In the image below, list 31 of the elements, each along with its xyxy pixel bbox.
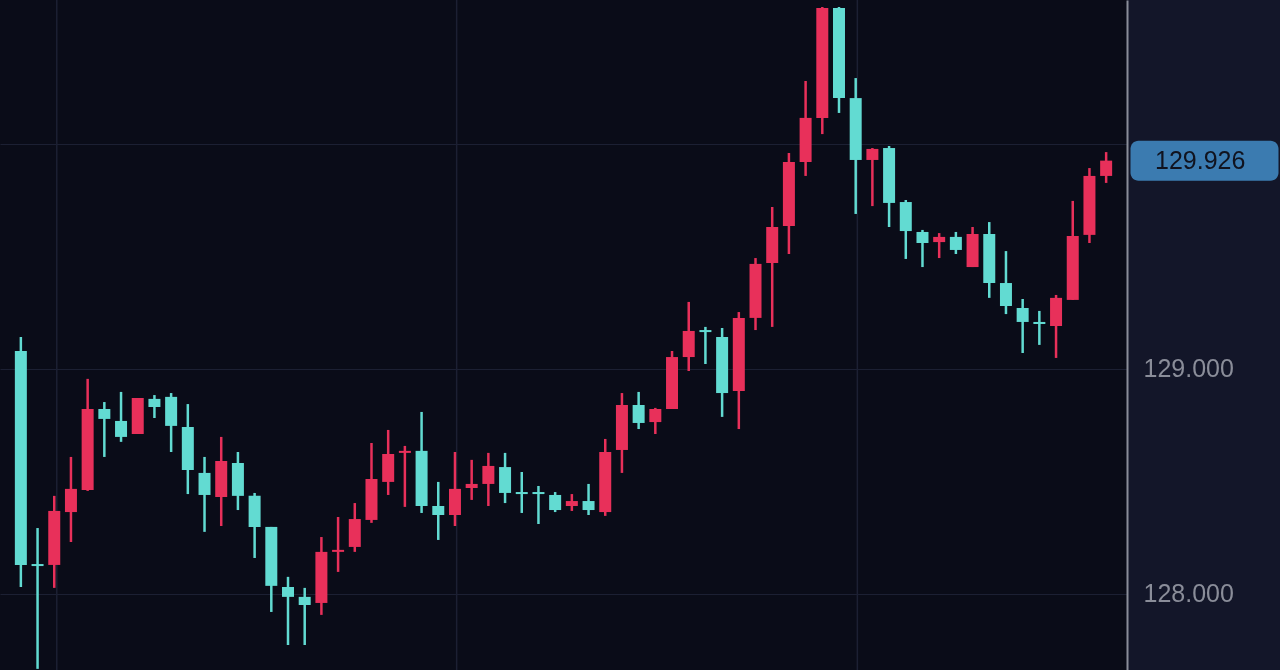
candlestick [1016, 297, 1029, 355]
candlestick [482, 451, 495, 508]
candlestick [465, 458, 478, 502]
candlestick [31, 526, 44, 670]
candlestick [549, 490, 562, 514]
y-tick-label: 128.000 [1143, 579, 1234, 608]
candlestick [532, 484, 545, 526]
text: 129.926 [1155, 145, 1246, 174]
candlestick [1033, 309, 1046, 347]
candlestick [98, 400, 111, 459]
candlestick [64, 455, 77, 544]
candlestick [1100, 150, 1113, 185]
candlestick [298, 586, 311, 647]
candlestick [949, 230, 962, 256]
candlestick [115, 390, 128, 444]
candlestick [933, 231, 946, 260]
candlestick [198, 455, 211, 534]
candlestick [699, 325, 712, 366]
candlestick [332, 515, 345, 574]
y-tick-label: 129.000 [1143, 354, 1234, 383]
candlestick [582, 482, 595, 517]
candlestick [632, 390, 645, 431]
candlestick [866, 146, 879, 208]
candlestick [432, 480, 445, 542]
candlestick [515, 470, 528, 515]
candlestick [916, 228, 929, 269]
candlestick [282, 575, 294, 647]
candlestick [649, 406, 662, 436]
candlestick [398, 444, 411, 509]
candlestick [999, 249, 1012, 316]
candlestick [148, 393, 161, 420]
